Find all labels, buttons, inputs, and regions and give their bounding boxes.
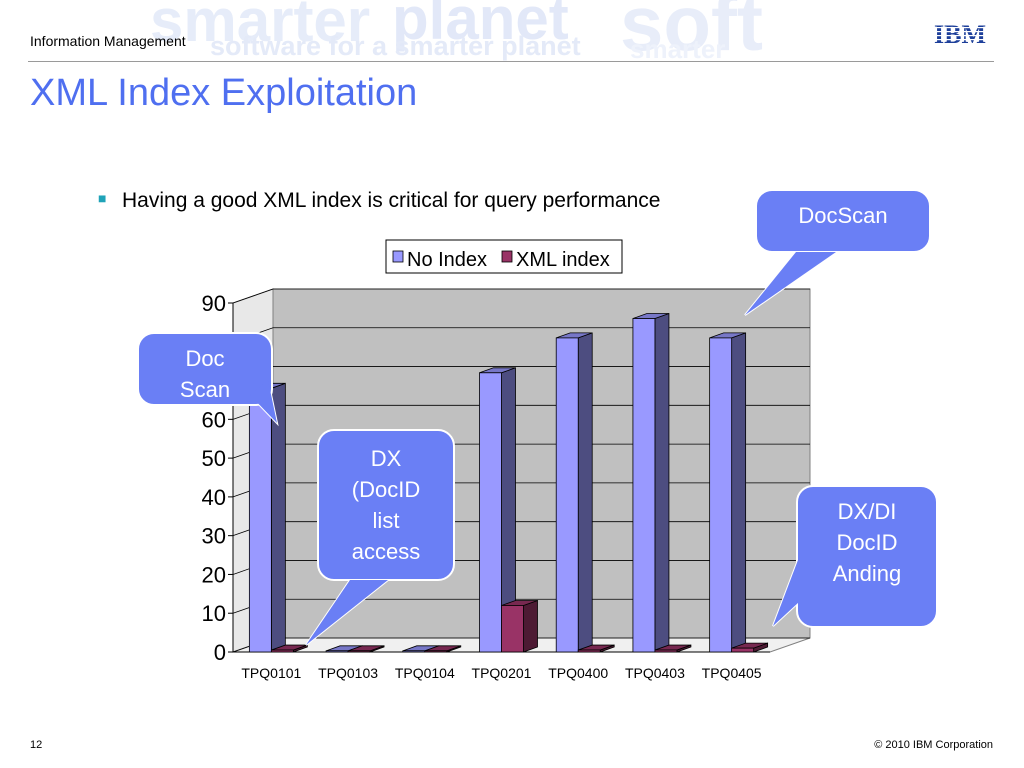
bar-front <box>424 650 448 653</box>
gridline <box>232 288 810 304</box>
callout-tail-fill <box>306 580 388 645</box>
watermark-text: software for a smarter planet <box>210 31 581 61</box>
callout-docscan-right: DocScan <box>744 189 931 316</box>
bar-front <box>632 318 656 653</box>
bar-front <box>654 649 678 653</box>
bar-no-index-tpq0405 <box>709 332 747 653</box>
x-tick-label: TPQ0201 <box>472 665 532 681</box>
callout-bubble <box>755 189 931 253</box>
bar-xml-index-tpq0403 <box>654 644 692 653</box>
y-tick-label: 40 <box>202 485 226 510</box>
bar-no-index-tpq0403 <box>632 312 670 653</box>
callout-dx-docid: DX (DocID list access <box>305 429 455 646</box>
bullet-icon: ■ <box>98 190 107 206</box>
callout-text: (DocID <box>352 477 420 502</box>
callout-text: Scan <box>180 377 230 402</box>
bar-xml-index-tpq0104 <box>424 645 462 653</box>
bar-front <box>248 387 272 653</box>
bar-side <box>523 599 538 653</box>
watermark-text: planet <box>392 0 569 52</box>
x-tick-label: TPQ0403 <box>625 665 685 681</box>
watermark-text: soft <box>620 0 763 62</box>
callout-dx-di-anding: DX/DI DocID Anding <box>772 485 938 628</box>
bar-xml-index-tpq0405 <box>731 642 769 653</box>
x-tick-label: TPQ0405 <box>702 665 762 681</box>
bar-front <box>325 650 349 653</box>
callout-text: DX <box>371 446 402 471</box>
y-tick-label: 10 <box>202 601 226 626</box>
bar-front <box>270 649 294 653</box>
bar-no-index-tpq0400 <box>555 332 593 653</box>
callout-text: Doc <box>185 346 224 371</box>
slide-title: XML Index Exploitation <box>30 72 418 114</box>
bar-xml-index-tpq0400 <box>577 644 615 653</box>
callout-bubble <box>796 485 938 628</box>
header-divider <box>28 61 994 62</box>
callout-bubble <box>137 332 273 406</box>
watermark-text: smarter <box>150 0 371 54</box>
x-tick-label: TPQ0104 <box>395 665 455 681</box>
y-tick-label: 50 <box>202 446 226 471</box>
callout-text: DocID <box>836 530 897 555</box>
callout-text: DX/DI <box>838 499 897 524</box>
bar-xml-index-tpq0201 <box>501 599 538 653</box>
bar-front <box>555 337 579 653</box>
y-tick-label: 0 <box>214 640 226 665</box>
callout-text: list <box>373 508 400 533</box>
watermark-text: smarter <box>630 34 726 62</box>
bar-front <box>402 650 426 653</box>
chart-bars <box>248 312 769 653</box>
bar-no-index-tpq0101 <box>248 382 286 653</box>
bar-side <box>654 312 670 653</box>
bar-side <box>270 382 286 653</box>
legend-swatch <box>501 250 513 263</box>
y-tick-label: 90 <box>202 291 226 316</box>
legend-label: No Index <box>407 249 487 271</box>
bar-front <box>501 605 524 653</box>
bar-front <box>577 649 601 653</box>
bar-side <box>731 332 747 653</box>
bar-xml-index-tpq0103 <box>347 645 385 653</box>
callout-tail-fill <box>745 252 836 315</box>
y-tick-label: 60 <box>202 407 226 432</box>
bar-front <box>479 372 502 653</box>
bar-front <box>709 337 733 653</box>
copyright: © 2010 IBM Corporation <box>874 739 993 751</box>
bar-side <box>577 332 593 653</box>
bullet-text: Having a good XML index is critical for … <box>122 189 661 212</box>
bar-no-index-tpq0201 <box>479 367 516 653</box>
ibm-logo: IBM <box>926 22 994 48</box>
callout-text: Anding <box>833 561 902 586</box>
legend-swatch <box>392 250 404 263</box>
callout-text: DocScan <box>798 203 887 228</box>
chart-legend: No Index XML index <box>385 239 623 274</box>
y-tick-label: 30 <box>202 524 226 549</box>
header-label: Information Management <box>30 33 186 49</box>
x-tick-label: TPQ0101 <box>241 665 301 681</box>
y-tick-label: 20 <box>202 562 226 587</box>
x-tick-label: TPQ0103 <box>318 665 378 681</box>
bar-front <box>731 647 755 653</box>
callout-tail-fill <box>773 560 812 626</box>
callout-text: access <box>352 539 420 564</box>
bar-front <box>347 650 371 653</box>
callout-tail-fill <box>250 380 277 423</box>
x-tick-label: TPQ0400 <box>548 665 608 681</box>
page-number: 12 <box>30 739 43 751</box>
callout-docscan-left: Doc Scan <box>137 332 279 427</box>
legend-label: XML index <box>516 249 610 271</box>
chart-callouts: DocScanDocScanDX(DocIDlistaccessDX/DIDoc… <box>137 189 938 646</box>
header-watermark: smarter planet software for a smarter pl… <box>0 0 1024 62</box>
chart-x-labels: TPQ0101 TPQ0103 TPQ0104 TPQ0201 TPQ0400 TPQ04… <box>241 665 761 681</box>
